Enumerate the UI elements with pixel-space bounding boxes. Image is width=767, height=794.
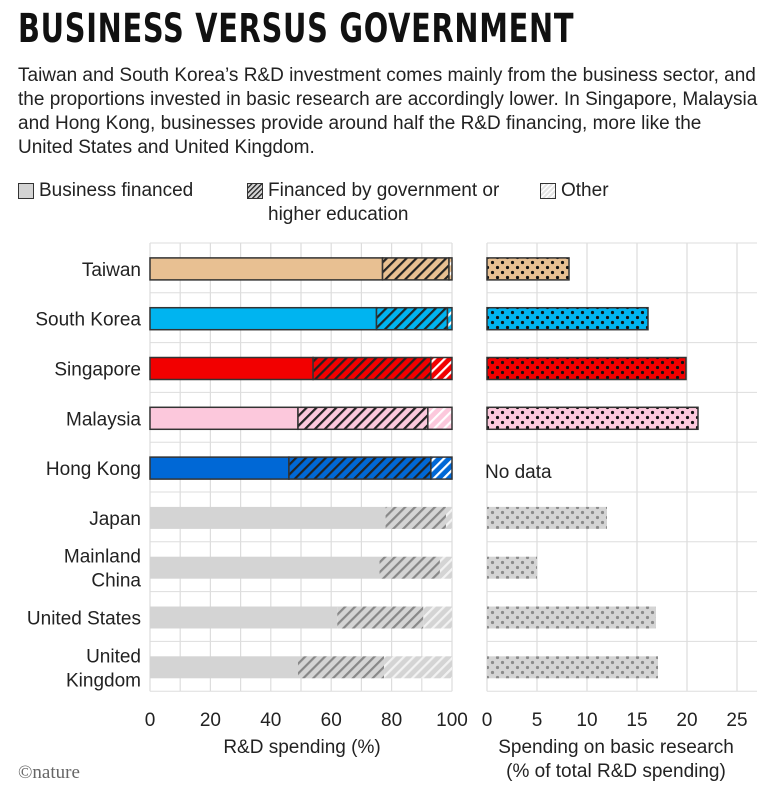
bar-oth-hong-kong <box>430 456 453 480</box>
bar-basic-research-mainland-china <box>487 556 537 579</box>
right-x-tick-label: 5 <box>532 710 543 731</box>
left-x-axis-label: R&D spending (%) <box>223 737 380 758</box>
category-label: United <box>86 646 141 667</box>
bar-gov-malaysia <box>297 406 429 431</box>
bar-basic-research-malaysia <box>486 406 699 431</box>
nature-logo: ©nature <box>18 762 80 783</box>
right-x-tick-label: 25 <box>726 710 747 731</box>
category-label: South Korea <box>35 310 141 331</box>
bar-gov-south-korea <box>375 306 449 331</box>
bar-oth-malaysia <box>427 406 453 431</box>
left-x-tick-label: 100 <box>436 710 468 731</box>
bar-oth-south-korea <box>446 306 453 331</box>
bar-basic-research-united-kingdom <box>487 656 658 679</box>
category-label: Hong Kong <box>46 459 141 480</box>
bar-basic-research-singapore <box>486 356 687 381</box>
bar-basic-research-taiwan <box>486 257 570 281</box>
bar-biz-singapore <box>149 356 314 381</box>
bars <box>149 257 699 679</box>
bar-biz-united-kingdom <box>150 656 298 679</box>
left-x-tick-label: 20 <box>200 710 221 731</box>
bar-oth-japan <box>445 506 452 529</box>
category-label: Japan <box>89 509 141 530</box>
right-x-axis-label-line1: Spending on basic research <box>498 737 734 758</box>
legend-label-business: Business financed <box>39 180 194 201</box>
bar-basic-research-south-korea <box>486 306 649 331</box>
bar-oth-taiwan <box>448 257 453 281</box>
category-label: United States <box>27 609 141 630</box>
bar-oth-united-kingdom <box>384 656 452 679</box>
bar-oth-mainland-china <box>439 556 452 579</box>
bar-biz-taiwan <box>149 257 384 281</box>
legend-swatch-other <box>540 183 556 199</box>
bar-biz-hong-kong <box>149 456 290 480</box>
left-x-tick-label: 0 <box>145 710 156 731</box>
left-x-tick-label: 40 <box>260 710 281 731</box>
legend-item-business: Business financed <box>18 179 193 203</box>
bar-biz-mainland-china <box>150 556 380 579</box>
right-x-tick-label: 0 <box>482 710 493 731</box>
bar-gov-taiwan <box>381 257 450 281</box>
no-data-label: No data <box>485 462 552 483</box>
bar-biz-south-korea <box>149 306 378 331</box>
bar-oth-united-states <box>423 606 452 629</box>
left-x-tick-label: 60 <box>321 710 342 731</box>
bar-biz-japan <box>150 506 386 529</box>
labels: 0 20 40 60 80 100 0 5 10 15 20 25 Taiwan South Korea S… <box>27 260 748 731</box>
category-label: China <box>91 571 141 592</box>
right-x-tick-label: 20 <box>676 710 697 731</box>
legend-label-other: Other <box>561 180 609 201</box>
bar-biz-malaysia <box>149 406 299 431</box>
bar-basic-research-united-states <box>487 606 656 629</box>
legend-label-government: Financed by government or higher educati… <box>268 180 500 225</box>
category-label: Mainland <box>64 547 141 568</box>
legend-swatch-business <box>18 183 34 199</box>
legend-item-government: Financed by government or higher educati… <box>247 179 512 227</box>
category-label: Malaysia <box>66 409 141 430</box>
bar-gov-mainland-china <box>379 556 440 579</box>
right-x-axis-label-line2: (% of total R&D spending) <box>506 761 726 782</box>
chart-description: Taiwan and South Korea’s R&D investment … <box>18 65 758 158</box>
left-x-tick-label: 80 <box>381 710 402 731</box>
bar-gov-hong-kong <box>288 456 432 480</box>
chart-title: BUSINESS VERSUS GOVERNMENT <box>18 6 575 52</box>
legend-swatch-government <box>247 183 263 199</box>
category-label: Kingdom <box>66 670 141 691</box>
category-label: Singapore <box>54 360 141 381</box>
bar-gov-united-states <box>337 606 424 629</box>
bar-gov-united-kingdom <box>297 656 385 679</box>
right-x-tick-label: 10 <box>576 710 597 731</box>
category-label: Taiwan <box>82 260 141 281</box>
bar-basic-research-japan <box>487 506 607 529</box>
bar-oth-singapore <box>430 356 453 381</box>
bar-gov-singapore <box>312 356 432 381</box>
right-x-tick-label: 15 <box>626 710 647 731</box>
legend-item-other: Other <box>540 179 609 203</box>
bar-gov-japan <box>385 506 446 529</box>
bar-biz-united-states <box>150 606 338 629</box>
